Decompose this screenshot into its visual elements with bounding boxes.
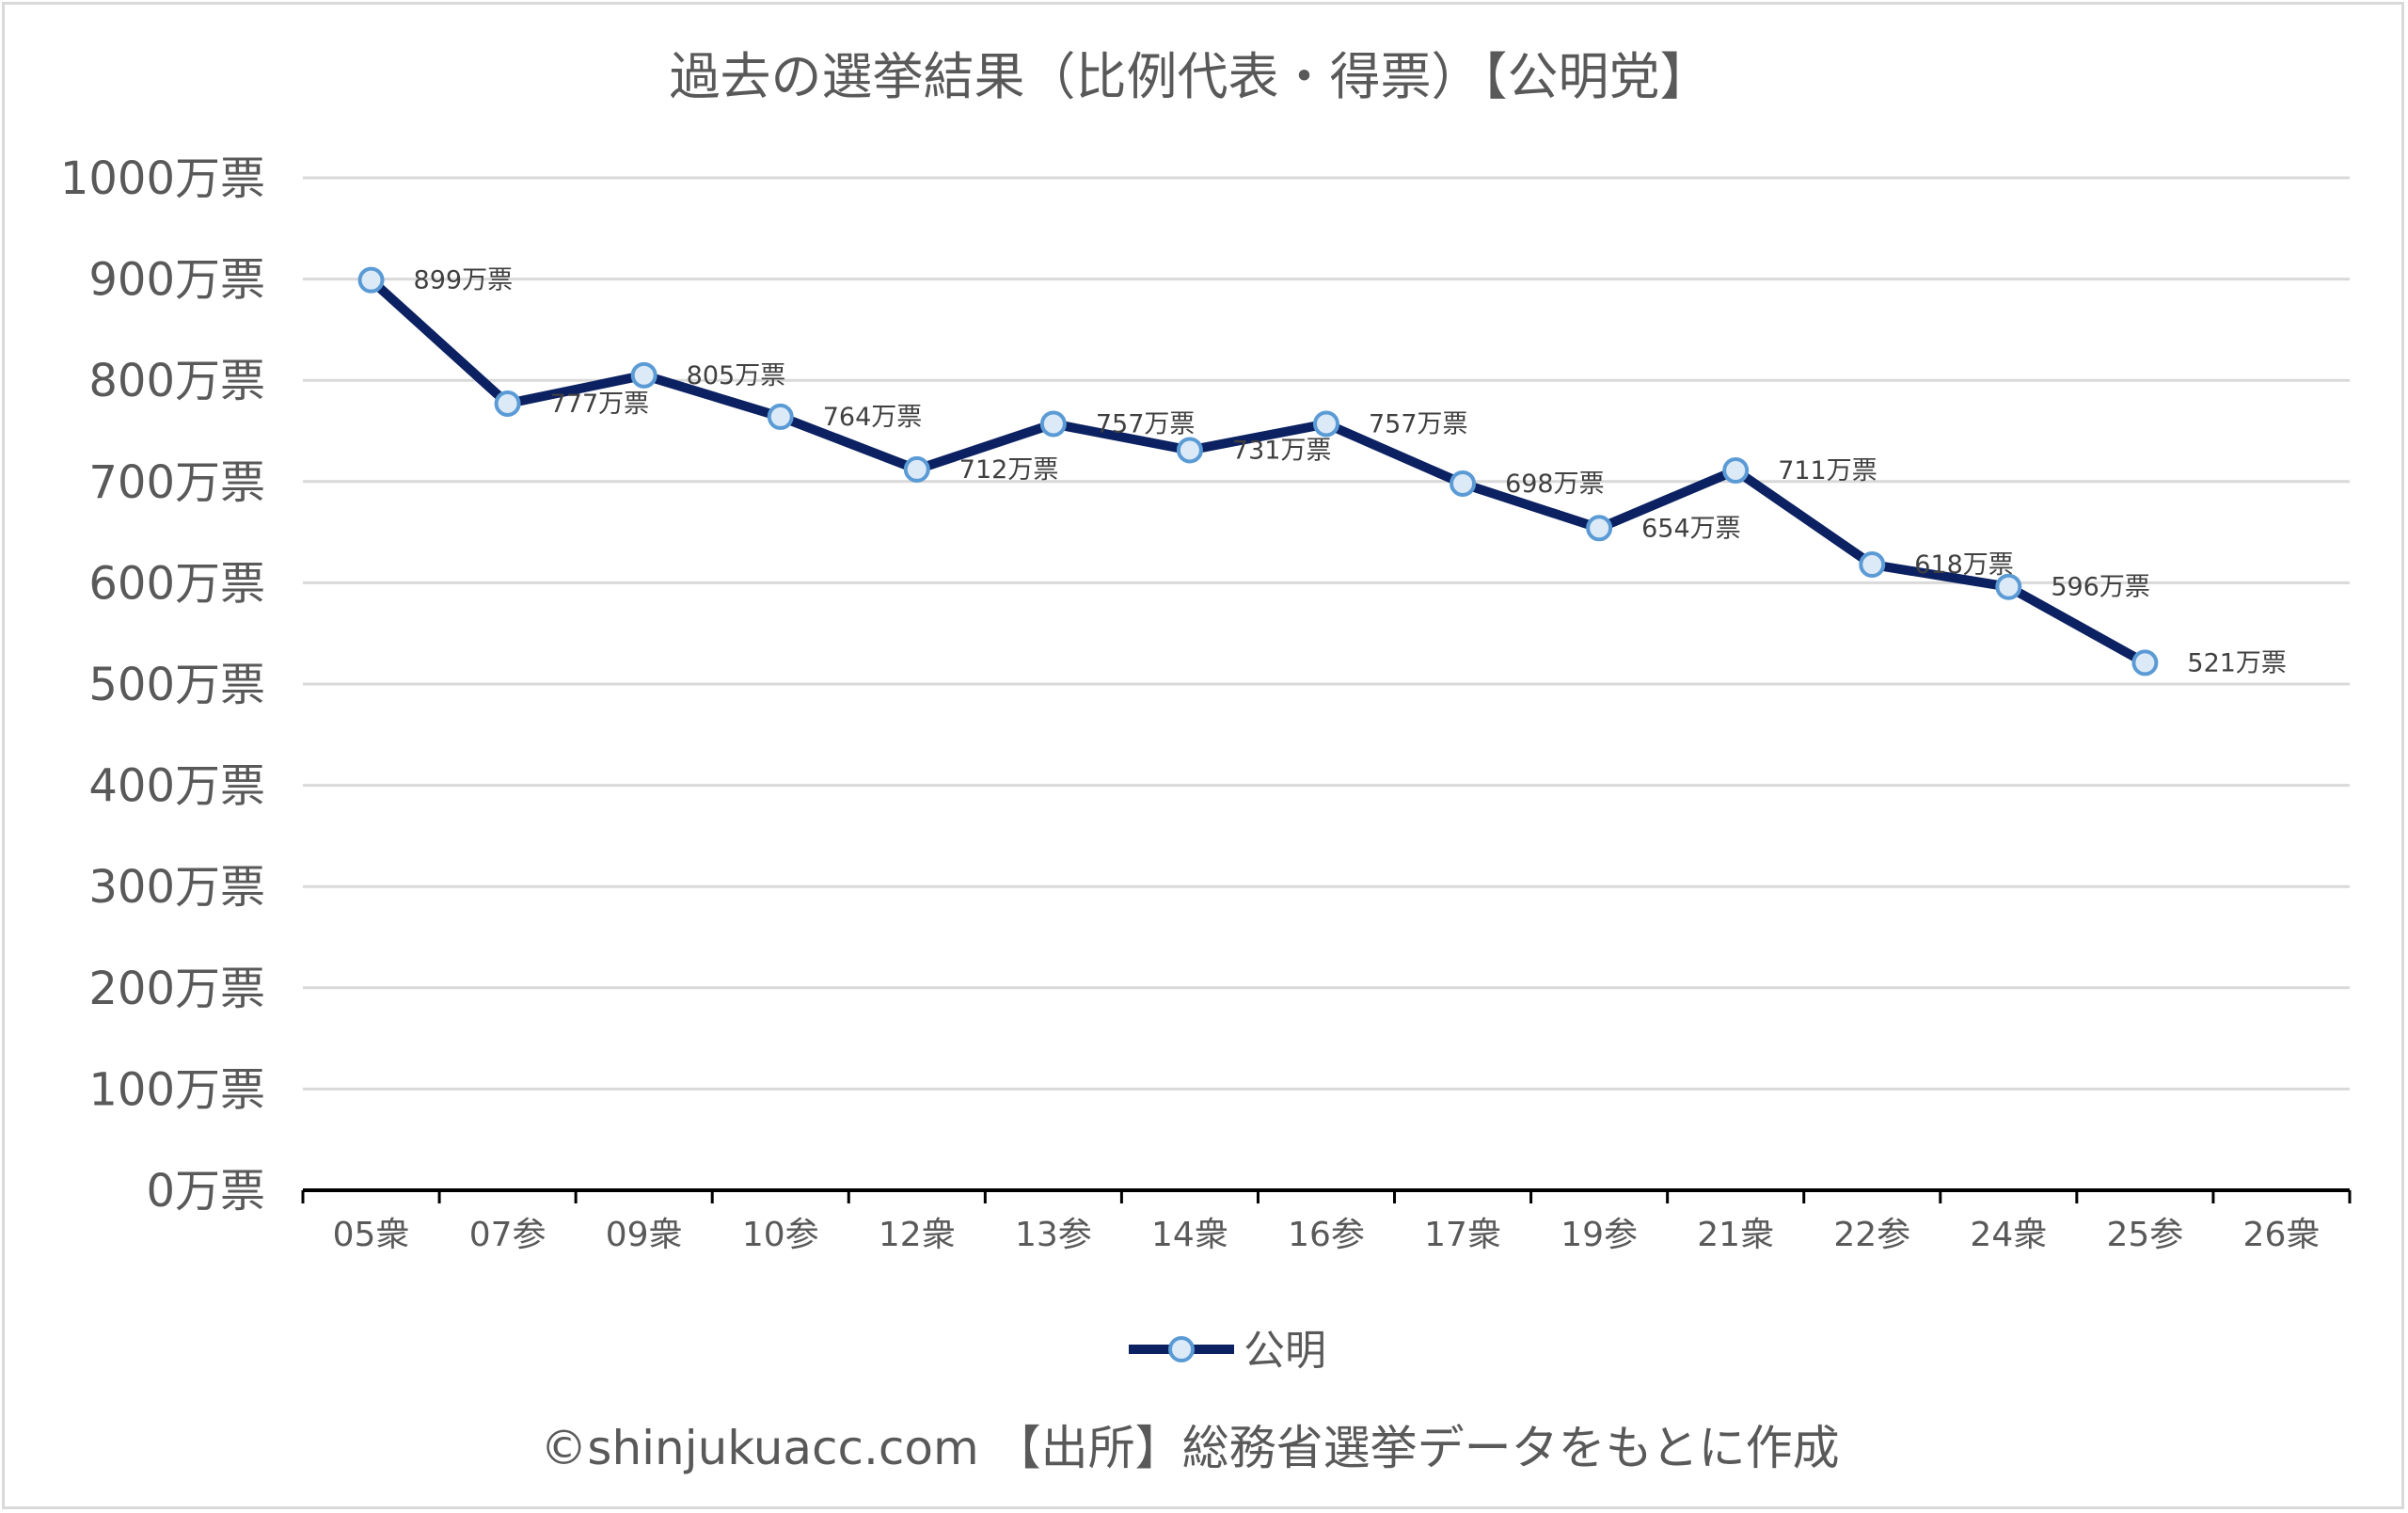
data-point [630, 361, 657, 389]
x-tick-label: 17衆 [1424, 1216, 1501, 1254]
x-tick-label: 07参 [469, 1216, 547, 1254]
legend-marker [1168, 1336, 1195, 1362]
data-point [903, 455, 930, 483]
data-point [1039, 410, 1067, 438]
y-tick-label: 700万票 [88, 456, 265, 509]
x-tick-label: 09衆 [606, 1216, 683, 1254]
x-tick-label: 25参 [2106, 1216, 2183, 1254]
data-point [1995, 573, 2022, 600]
data-point [1313, 410, 1339, 438]
legend: 公明 [1129, 1327, 1326, 1375]
legend-label: 公明 [1244, 1327, 1326, 1375]
data-label: 712万票 [959, 455, 1059, 485]
data-label: 711万票 [1778, 456, 1877, 486]
data-label: 805万票 [687, 361, 786, 390]
data-label: 777万票 [550, 390, 650, 419]
data-point [1859, 551, 1886, 579]
y-tick-label: 500万票 [88, 659, 265, 711]
data-label: 521万票 [2187, 648, 2287, 677]
data-label: 757万票 [1096, 409, 1196, 438]
x-tick-label: 05衆 [333, 1216, 410, 1254]
data-point [2131, 649, 2159, 677]
x-tick-label: 24衆 [1970, 1216, 2047, 1254]
y-tick-label: 400万票 [88, 760, 265, 813]
data-label: 596万票 [2051, 573, 2150, 602]
data-label: 618万票 [1914, 550, 2014, 580]
data-point [357, 266, 385, 294]
data-point [1722, 456, 1750, 484]
x-tick-label: 21衆 [1697, 1216, 1774, 1254]
series-line-komei [368, 276, 2147, 667]
data-label: 731万票 [1232, 436, 1332, 465]
chart-title: 過去の選挙結果（比例代表・得票）【公明党】 [670, 47, 1711, 106]
x-tick-label: 14衆 [1151, 1216, 1228, 1254]
data-label: 654万票 [1641, 514, 1741, 543]
y-tick-label: 0万票 [146, 1165, 265, 1218]
y-tick-label: 300万票 [88, 861, 265, 914]
x-tick-label: 19参 [1560, 1216, 1638, 1254]
data-label: 764万票 [823, 403, 923, 432]
x-tick-label: 22参 [1833, 1216, 1910, 1254]
x-tick-label: 10参 [742, 1216, 819, 1254]
x-tick-label: 13参 [1015, 1216, 1092, 1254]
y-tick-label: 200万票 [88, 963, 265, 1015]
data-label: 757万票 [1369, 409, 1468, 438]
data-point [767, 403, 794, 430]
x-tick-label: 16参 [1288, 1216, 1365, 1254]
y-tick-label: 100万票 [88, 1063, 265, 1116]
data-point [1586, 515, 1613, 542]
y-tick-label: 800万票 [88, 355, 265, 407]
y-tick-label: 1000万票 [60, 152, 265, 205]
y-tick-label: 900万票 [88, 254, 265, 307]
data-label: 899万票 [414, 266, 514, 295]
data-point [1450, 470, 1477, 497]
x-tick-label: 26衆 [2243, 1216, 2321, 1254]
source-footer: ©shinjukuacc.com 【出所】総務省選挙データをもとに作成 [540, 1421, 1839, 1475]
data-label: 698万票 [1505, 470, 1605, 499]
data-point [1176, 437, 1203, 464]
y-tick-label: 600万票 [88, 557, 265, 610]
data-point [494, 390, 521, 417]
x-tick-label: 12衆 [879, 1216, 956, 1254]
